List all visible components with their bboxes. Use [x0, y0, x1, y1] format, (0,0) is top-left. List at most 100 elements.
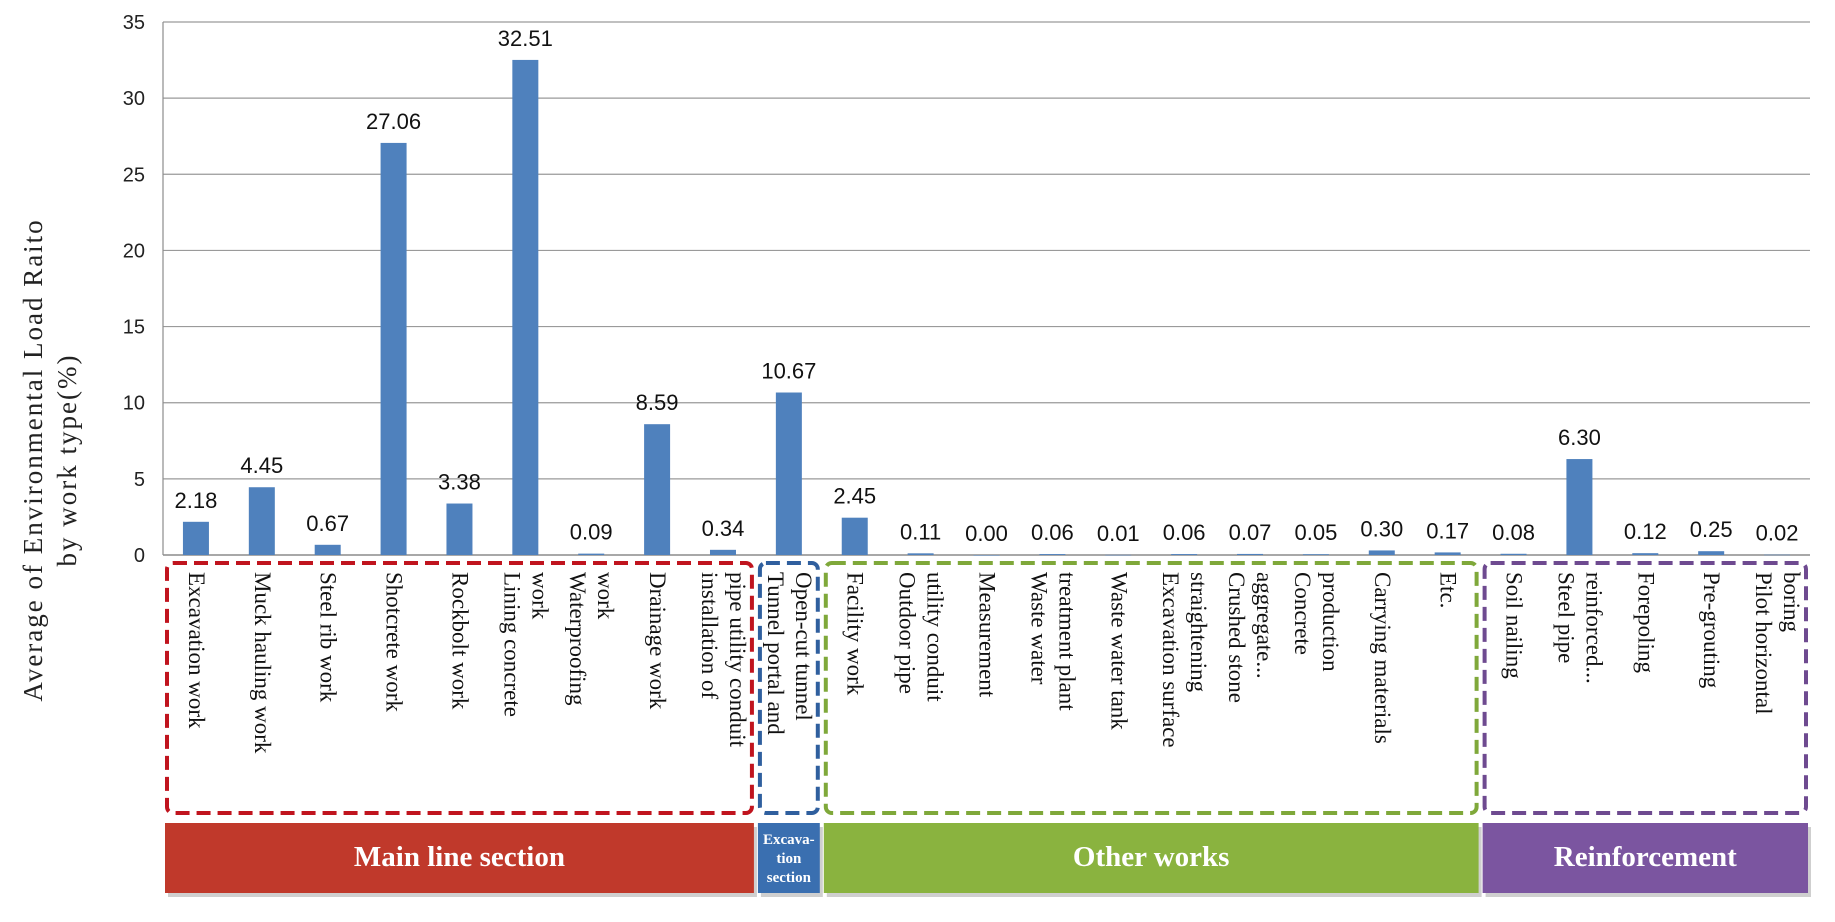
category-label-line: Forepoling	[1633, 572, 1658, 673]
category-label-line: treatment plant	[1054, 572, 1079, 711]
section-label: Main line section	[354, 841, 565, 873]
group-box	[165, 561, 754, 815]
category-label-line: Crushed stone	[1224, 572, 1249, 703]
bar	[182, 521, 209, 555]
category-label-line: work	[527, 572, 552, 620]
section-label-line: Excava-	[763, 832, 815, 848]
category-label-line: Concrete	[1290, 572, 1315, 655]
data-label: 8.59	[636, 390, 679, 415]
category-label: Concrete production	[1290, 572, 1343, 672]
category-label: Pre-grouting	[1699, 572, 1724, 689]
category-label: Drainage work	[645, 572, 670, 710]
bar	[841, 517, 868, 555]
category-label: Carrying materials	[1370, 572, 1395, 744]
data-label: 0.25	[1690, 517, 1733, 542]
category-label: Excavation surface straightening	[1158, 572, 1211, 748]
category-label-line: Steel rib work	[316, 572, 341, 703]
data-label: 0.06	[1031, 520, 1074, 545]
category-label-line: Excavation work	[184, 572, 209, 729]
category-label-line: Carrying materials	[1370, 572, 1395, 744]
category-label-line: reinforced...	[1581, 572, 1606, 684]
data-label: 0.17	[1426, 518, 1469, 543]
category-label-line: Open-cut tunnel	[791, 572, 816, 721]
category-label-line: Tunnel portal and	[763, 572, 788, 735]
data-label: 32.51	[498, 26, 553, 51]
category-label: Forepoling	[1633, 572, 1658, 673]
category-label-line: boring	[1779, 572, 1804, 633]
category-label-line: Rockbolt work	[447, 572, 472, 710]
category-label-line: Pilot horizontal	[1751, 572, 1776, 714]
category-label: Steel pipe reinforced...	[1553, 572, 1606, 684]
bar	[1434, 552, 1461, 555]
bar	[512, 59, 539, 556]
y-tick-label: 35	[123, 12, 145, 34]
category-label-line: Waste water	[1026, 572, 1051, 685]
bar	[248, 487, 275, 555]
bar	[907, 553, 934, 555]
category-label: Rockbolt work	[447, 572, 472, 710]
bar	[380, 142, 407, 555]
data-label: 0.02	[1756, 521, 1799, 546]
bar	[644, 424, 671, 555]
bar	[578, 553, 605, 555]
category-label: Etc.	[1436, 572, 1461, 608]
data-label: 0.01	[1097, 521, 1140, 546]
category-label-line: Waterproofing	[565, 572, 590, 706]
bar	[1566, 459, 1593, 555]
group-box	[823, 561, 1479, 815]
y-axis-label: Average of Environmental Load Raito by wo…	[18, 218, 82, 701]
data-label: 0.07	[1229, 520, 1272, 545]
bar	[775, 392, 802, 555]
section-label-line: Reinforcement	[1554, 841, 1737, 873]
group-box	[1482, 561, 1808, 815]
category-label: Shotcrete work	[382, 572, 407, 712]
section-bar	[1482, 823, 1808, 893]
data-label: 6.30	[1558, 425, 1601, 450]
data-label: 0.11	[900, 519, 941, 544]
category-label: Excavation work	[184, 572, 209, 729]
section-label-line: tion	[776, 851, 802, 867]
category-label: Waterproofing work	[565, 572, 618, 706]
bar	[1237, 553, 1264, 555]
bar	[1368, 550, 1395, 555]
data-label: 0.30	[1360, 516, 1403, 541]
data-label: 0.09	[570, 520, 613, 545]
y-axis-label-line: by work type(%)	[52, 354, 82, 567]
section-bar	[757, 823, 820, 893]
bar	[1698, 551, 1725, 555]
bar	[1171, 554, 1198, 555]
y-tick-label: 0	[134, 545, 145, 567]
category-label-line: Muck hauling work	[250, 572, 275, 754]
category-label-line: Excavation surface	[1158, 572, 1183, 748]
section-label-line: Main line section	[354, 841, 565, 873]
category-label-line: Soil nailing	[1502, 572, 1527, 679]
y-tick-label: 30	[123, 88, 145, 110]
data-label: 10.67	[761, 359, 816, 384]
data-label: 27.06	[366, 109, 421, 134]
category-label: Measurement	[975, 572, 1000, 698]
section-label: Other works	[1073, 841, 1230, 873]
category-label: Pilot horizontal boring	[1751, 572, 1804, 714]
data-label: 0.12	[1624, 519, 1667, 544]
section-label-line: section	[767, 870, 812, 886]
category-label-line: Outdoor pipe	[895, 572, 920, 694]
bar	[1302, 554, 1329, 555]
category-label-line: installation of	[697, 572, 722, 699]
section-label-line: Other works	[1073, 841, 1230, 873]
category-label-line: Drainage work	[645, 572, 670, 710]
category-label: Waste water treatment plant	[1026, 572, 1079, 711]
category-label-line: Measurement	[975, 572, 1000, 698]
data-label: 2.45	[833, 484, 876, 509]
bar	[314, 544, 341, 555]
category-label-line: Facility work	[843, 572, 868, 696]
y-axis-label-line: Average of Environmental Load Raito	[18, 218, 48, 701]
category-label: installation of pipe utility conduit	[697, 572, 750, 748]
category-label: Soil nailing	[1502, 572, 1527, 679]
category-label-line: aggregate...	[1252, 572, 1277, 679]
data-label: 0.05	[1294, 520, 1337, 545]
y-tick-label: 20	[123, 240, 145, 262]
bar	[1500, 553, 1527, 555]
data-label: 2.18	[175, 488, 218, 513]
category-label: Facility work	[843, 572, 868, 696]
